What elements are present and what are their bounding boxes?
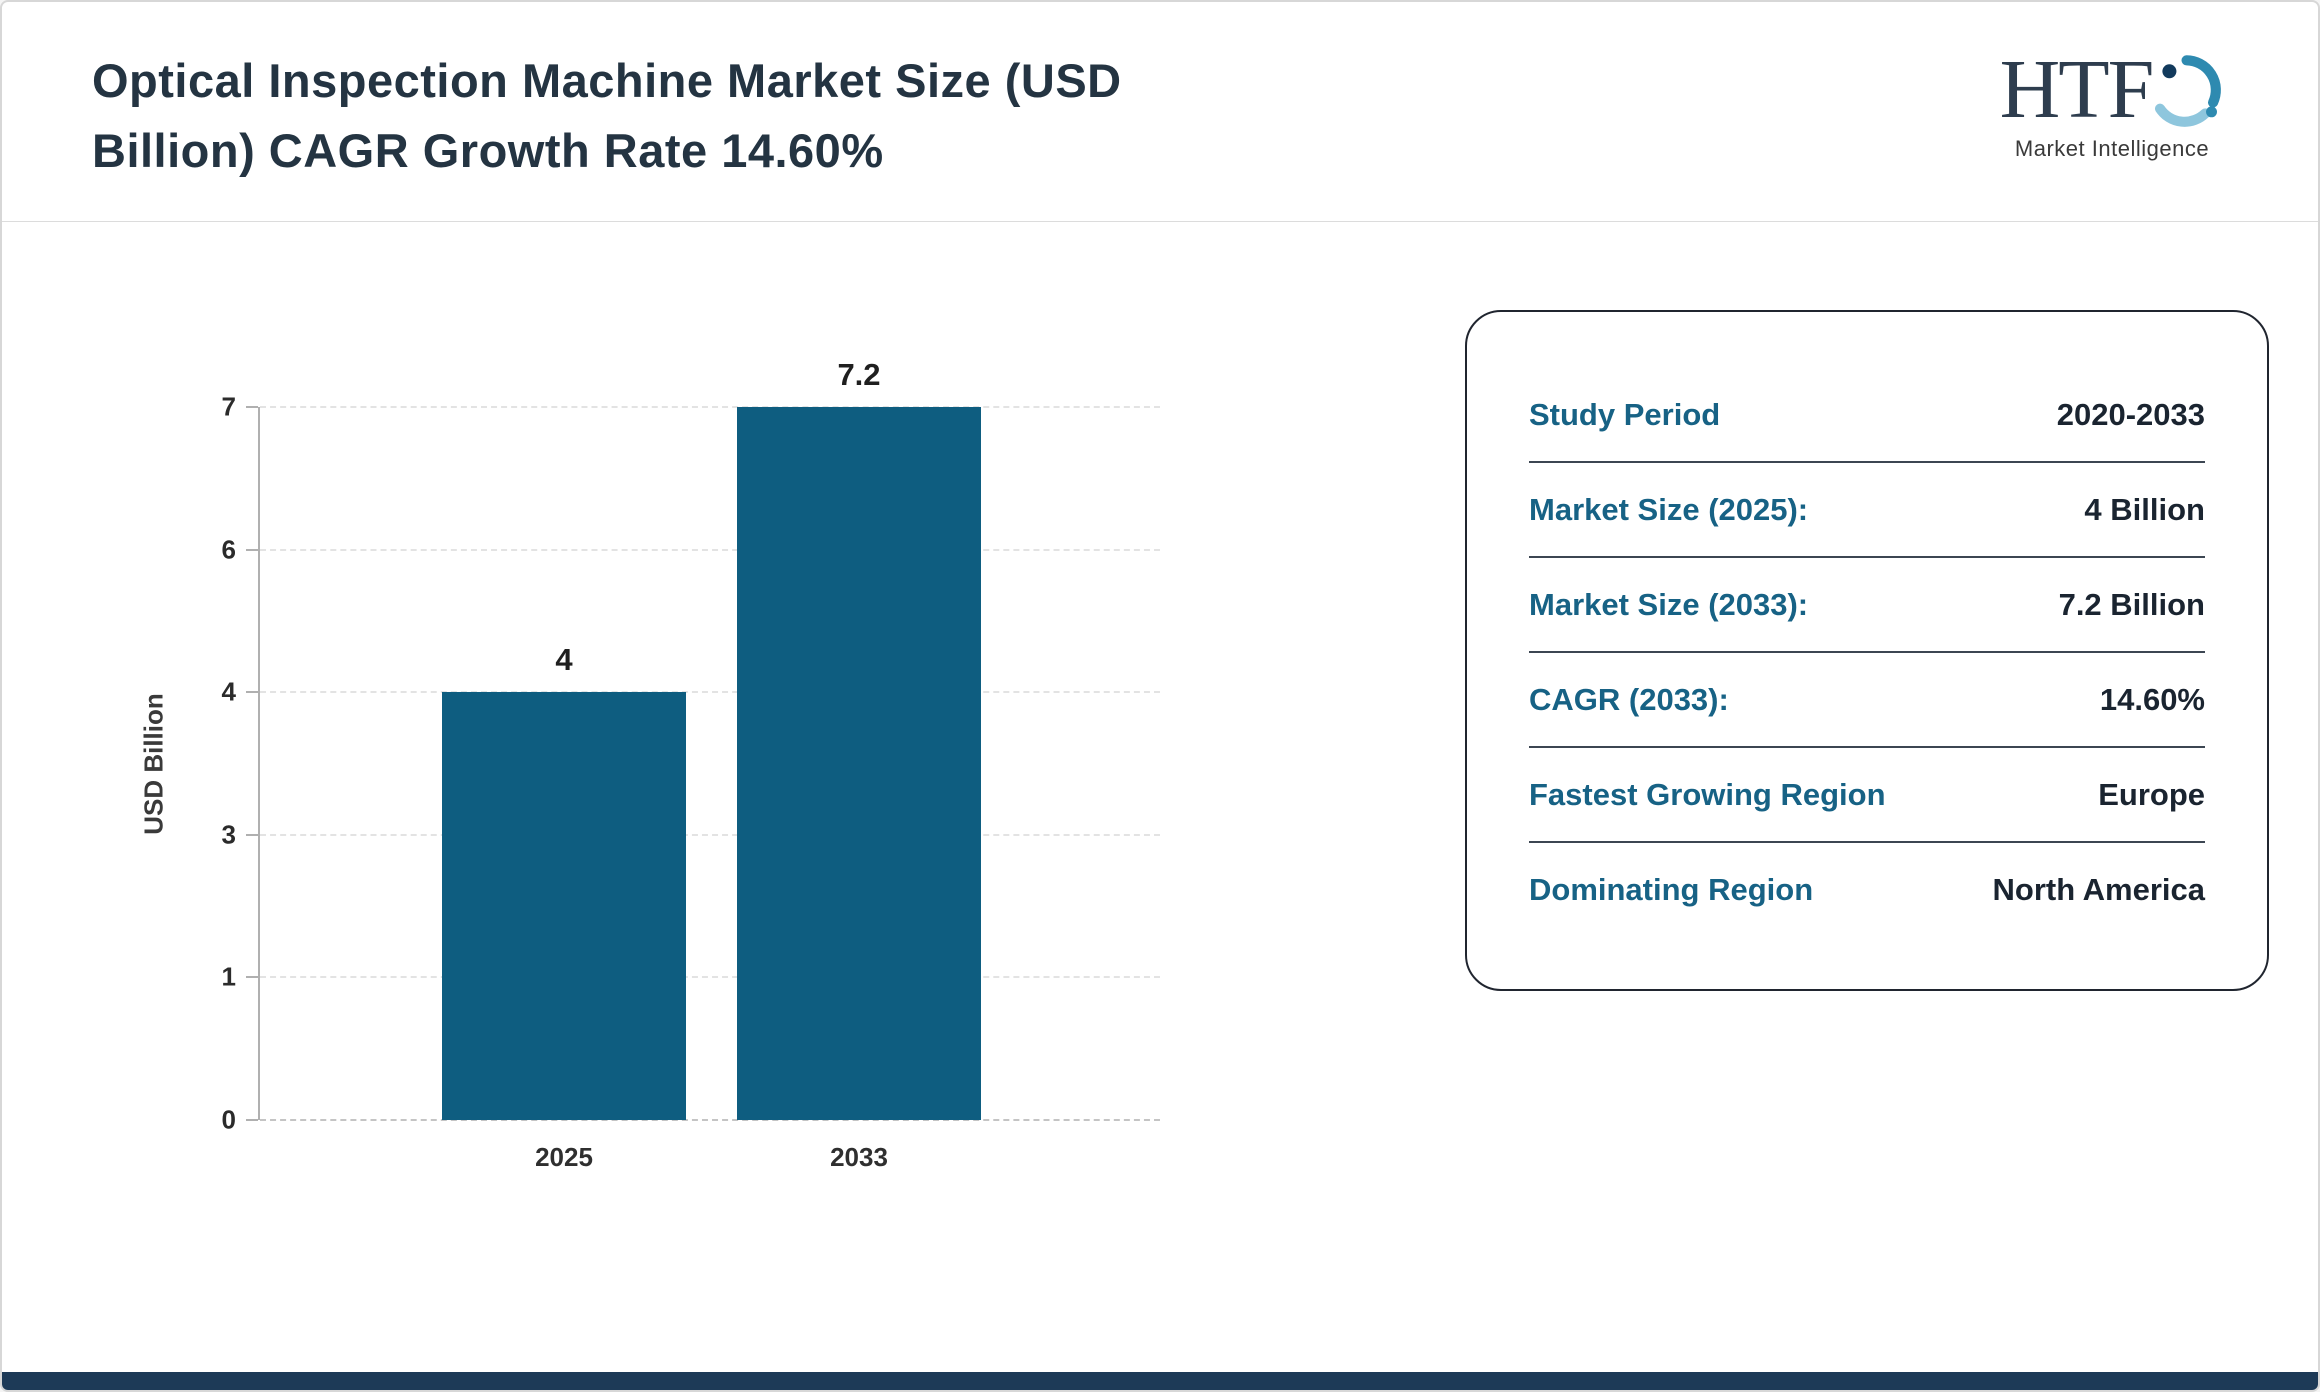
gridline bbox=[260, 1119, 1160, 1121]
summary-row: Market Size (2033): 7.2 Billion bbox=[1529, 558, 2205, 653]
bar-2025 bbox=[442, 692, 686, 1120]
summary-value: 7.2 Billion bbox=[2058, 586, 2205, 622]
summary-value: 14.60% bbox=[2099, 681, 2205, 717]
y-tick-mark bbox=[246, 548, 258, 551]
summary-value: 4 Billion bbox=[2084, 491, 2205, 527]
header-divider bbox=[2, 221, 2318, 222]
htf-swirl-icon bbox=[2146, 51, 2224, 129]
bar-value-label: 7.2 bbox=[837, 357, 881, 392]
summary-row: Study Period 2020-2033 bbox=[1529, 368, 2205, 463]
y-tick-label: 3 bbox=[221, 819, 236, 850]
htf-logo-text: HTF bbox=[1999, 43, 2155, 136]
gridline bbox=[260, 976, 1160, 979]
summary-row: CAGR (2033): 14.60% bbox=[1529, 653, 2205, 748]
plot-area: 0 1 3 4 6 7 4 2025 7.2 2033 bbox=[222, 357, 1160, 1172]
y-tick-label: 7 bbox=[221, 391, 236, 422]
bar-2033 bbox=[737, 407, 981, 1120]
htf-logo: HTF Market Intelligence bbox=[1962, 48, 2262, 162]
summary-value: 2020-2033 bbox=[2056, 396, 2205, 432]
bar-value-label: 4 bbox=[555, 642, 573, 677]
y-tick-label: 6 bbox=[221, 534, 236, 565]
summary-label: Market Size (2033): bbox=[1529, 586, 1809, 622]
y-tick-label: 4 bbox=[221, 676, 236, 707]
footer-bar bbox=[2, 1372, 2318, 1390]
y-tick-mark bbox=[246, 976, 258, 979]
y-tick-label: 0 bbox=[221, 1104, 236, 1135]
x-category-label: 2025 bbox=[535, 1142, 593, 1172]
gridline bbox=[260, 548, 1160, 551]
summary-label: Dominating Region bbox=[1529, 871, 1814, 907]
summary-label: Market Size (2025): bbox=[1529, 491, 1809, 527]
page-title-line1: Optical Inspection Machine Market Size (… bbox=[92, 54, 1122, 107]
summary-row: Dominating Region North America bbox=[1529, 843, 2205, 936]
summary-label: CAGR (2033): bbox=[1529, 681, 1729, 717]
y-tick-mark bbox=[246, 691, 258, 694]
y-axis-line bbox=[258, 407, 260, 1120]
y-tick-mark bbox=[246, 406, 258, 408]
y-tick-mark bbox=[246, 1119, 258, 1121]
page-title-line2: Billion) CAGR Growth Rate 14.60% bbox=[92, 124, 884, 177]
gridline bbox=[260, 691, 1160, 694]
summary-value: Europe bbox=[2098, 776, 2205, 812]
y-tick-label: 1 bbox=[221, 961, 236, 992]
y-axis-title: USD Billion bbox=[138, 693, 169, 835]
summary-rows: Study Period 2020-2033 Market Size (2025):… bbox=[1467, 312, 2267, 936]
x-category-label: 2033 bbox=[830, 1142, 888, 1172]
summary-label: Study Period bbox=[1529, 396, 1721, 432]
page-title: Optical Inspection Machine Market Size (… bbox=[92, 46, 1412, 186]
summary-row: Fastest Growing Region Europe bbox=[1529, 748, 2205, 843]
htf-logo-subtext: Market Intelligence bbox=[2014, 136, 2210, 161]
summary-card: Study Period 2020-2033 Market Size (2025):… bbox=[1465, 310, 2269, 991]
htf-logo-top: HTF bbox=[1962, 48, 2262, 132]
summary-row: Market Size (2025): 4 Billion bbox=[1529, 463, 2205, 558]
summary-label: Fastest Growing Region bbox=[1529, 776, 1886, 812]
y-tick-mark bbox=[246, 833, 258, 836]
gridline bbox=[260, 406, 1160, 408]
gridline bbox=[260, 833, 1160, 836]
summary-value: North America bbox=[1992, 871, 2205, 907]
